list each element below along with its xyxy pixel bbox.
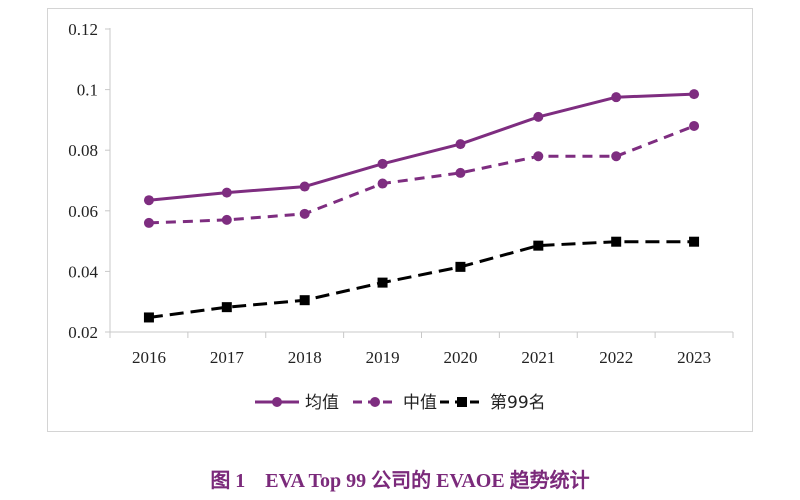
data-point (533, 151, 544, 162)
series-line (148, 124, 695, 225)
legend: 均值 中值 第99名 (255, 393, 546, 413)
data-point (689, 236, 700, 247)
data-point (299, 208, 310, 219)
data-point (377, 158, 388, 169)
legend-item-2: 中值 (353, 393, 437, 413)
series-line (148, 92, 695, 202)
x-tick-label: 2018 (288, 348, 322, 367)
series-1 (143, 89, 700, 206)
axes: 0.02 0.04 0.06 0.08 0.1 0.12 2016 2017 2018 2019 2… (68, 20, 734, 367)
legend-swatch-marker (272, 397, 282, 407)
legend-swatch-marker (457, 397, 467, 407)
data-point (299, 181, 310, 192)
data-point (533, 111, 544, 122)
series-layer (143, 89, 700, 323)
x-tick-label: 2023 (677, 348, 711, 367)
y-tick-label: 0.12 (68, 20, 98, 39)
data-point (455, 139, 466, 150)
x-tick-label: 2019 (366, 348, 400, 367)
x-tick-label: 2020 (443, 348, 477, 367)
legend-label: 第99名 (490, 393, 546, 413)
chart-frame (47, 8, 753, 432)
y-tick-label: 0.1 (77, 81, 98, 100)
y-tick-label: 0.02 (68, 323, 98, 342)
y-tick-label: 0.06 (68, 202, 98, 221)
series-line (148, 240, 695, 319)
data-point (299, 295, 310, 306)
data-point (221, 187, 232, 198)
data-point (143, 312, 154, 323)
data-point (221, 302, 232, 313)
data-point (611, 92, 622, 103)
data-point (455, 167, 466, 178)
legend-item-3: 第99名 (440, 393, 546, 413)
legend-swatch-marker (370, 397, 380, 407)
data-point (689, 89, 700, 100)
series-3 (143, 236, 700, 323)
data-point (143, 217, 154, 228)
data-point (143, 195, 154, 206)
x-tick-label: 2017 (210, 348, 245, 367)
data-point (611, 236, 622, 247)
x-tick-label: 2022 (599, 348, 633, 367)
data-point (377, 277, 388, 288)
legend-item-1: 均值 (255, 393, 339, 413)
series-2 (143, 120, 700, 228)
y-tick-label: 0.04 (68, 262, 98, 281)
data-point (611, 151, 622, 162)
legend-label: 均值 (305, 393, 339, 413)
legend-label: 中值 (403, 393, 437, 413)
figure-caption: 图 1 EVA Top 99 公司的 EVAOE 趋势统计 (210, 470, 590, 492)
x-tick-label: 2016 (132, 348, 166, 367)
y-tick-label: 0.08 (68, 141, 98, 160)
data-point (689, 120, 700, 131)
data-point (221, 214, 232, 225)
x-tick-label: 2021 (521, 348, 555, 367)
data-point (455, 261, 466, 272)
data-point (533, 240, 544, 251)
data-point (377, 178, 388, 189)
